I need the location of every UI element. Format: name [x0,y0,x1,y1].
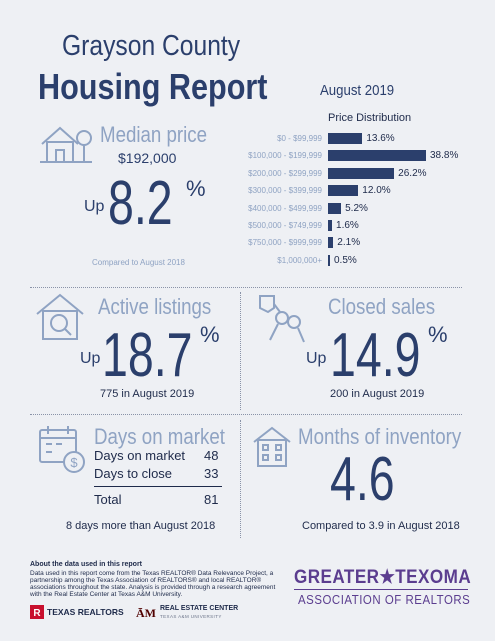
price-bar [328,202,342,214]
median-price-comparison: Compared to August 2018 [92,258,185,267]
price-bar [328,237,334,249]
about-line-2: partnership among the Texas Association … [30,577,262,584]
price-bar [328,167,395,179]
months-inventory-value: 4.6 [330,445,395,514]
price-bar-value: 5.2% [345,202,368,214]
price-bar [328,185,359,197]
texas-realtors-logo-mark: R [30,605,44,619]
price-range-label: $100,000 - $199,999 [248,151,322,161]
dom-row-label: Days on market [94,448,186,463]
closed-sales-detail: 200 in August 2019 [330,388,425,400]
price-range-label: $400,000 - $499,999 [248,203,322,213]
texoma-association-logo: ASSOCIATION OF REALTORS [298,592,471,607]
active-listings-detail: 775 in August 2019 [100,388,195,400]
months-inventory-comparison: Compared to 3.9 in August 2018 [302,520,460,532]
about-line-4: with the Real Estate Center at Texas A&M… [30,591,183,598]
closed-sales-change: 14.9 [330,321,421,390]
report-period: August 2019 [320,82,395,99]
dom-row-value: 48 [204,448,219,463]
svg-text:ĀM: ĀM [136,606,156,620]
price-range-label: $750,000 - $999,999 [248,238,322,248]
active-listings-direction: Up [80,350,101,367]
price-bar [328,133,363,144]
section-divider-1 [30,287,462,288]
price-range-label: $200,000 - $299,999 [248,168,322,178]
texas-realtors-logo: TEXAS REALTORS [47,607,124,617]
about-line-3: associations throughout the state. Analy… [30,584,276,591]
price-bar-value: 26.2% [398,167,427,179]
house-magnifier-icon [36,293,84,340]
active-listings-pct-sign: % [200,322,220,347]
calendar-dollar-icon: $ [39,426,85,473]
texoma-logo-rule [294,589,468,590]
about-line-1: Data used in this report come from the T… [30,570,274,577]
median-price-label: Median price [100,122,208,147]
price-bar-value: 0.5% [334,254,357,266]
days-on-market-label: Days on market [94,424,225,449]
about-title: About the data used in this report [30,561,143,568]
price-range-label: $300,000 - $399,999 [248,186,322,196]
price-distribution-title: Price Distribution [328,112,412,124]
days-on-market-comparison: 8 days more than August 2018 [66,520,216,532]
column-divider-2 [240,420,241,538]
price-range-label: $0 - $99,999 [277,134,322,143]
svg-text:$: $ [70,455,78,470]
active-listings-label: Active listings [98,294,212,319]
report-title-county: Grayson County [62,30,241,62]
price-bar [328,150,426,162]
months-inventory-label: Months of inventory [298,424,462,449]
real-estate-center-sub: TEXAS A&M UNIVERSITY [160,614,222,619]
closed-sales-direction: Up [306,350,327,367]
dtc-row-label: Days to close [94,466,173,481]
price-bar-value: 13.6% [366,133,395,144]
real-estate-center-logo: REAL ESTATE CENTER [160,605,239,612]
texas-am-logo-mark: ĀM [136,606,156,620]
hand-keys-icon [259,295,305,343]
report-title: Housing Report [38,66,268,107]
price-bar-value: 1.6% [336,220,359,231]
apartment-building-icon [253,426,291,467]
price-bar [328,220,333,231]
median-price-change: 8.2 [108,169,173,238]
median-price-pct-sign: % [186,176,206,201]
section-divider-2 [30,414,462,415]
total-rule [94,486,222,487]
dtc-row-value: 33 [204,466,219,481]
price-range-label: $500,000 - $749,999 [248,221,322,230]
total-row-label: Total [94,492,122,507]
svg-text:R: R [33,608,41,619]
closed-sales-pct-sign: % [428,322,448,347]
house-tree-icon [40,126,92,163]
total-row-value: 81 [204,492,219,507]
price-bar-value: 2.1% [337,237,361,249]
column-divider-1 [240,292,241,410]
active-listings-change: 18.7 [102,321,193,390]
price-bar-value: 12.0% [362,185,391,197]
median-price-value: $192,000 [118,150,177,166]
price-bar-value: 38.8% [430,150,459,162]
greater-texoma-logo: GREATER★TEXOMA [294,567,472,588]
price-range-label: $1,000,000+ [277,255,322,265]
closed-sales-label: Closed sales [328,294,436,319]
price-bar [328,254,330,266]
median-price-direction: Up [84,198,105,215]
